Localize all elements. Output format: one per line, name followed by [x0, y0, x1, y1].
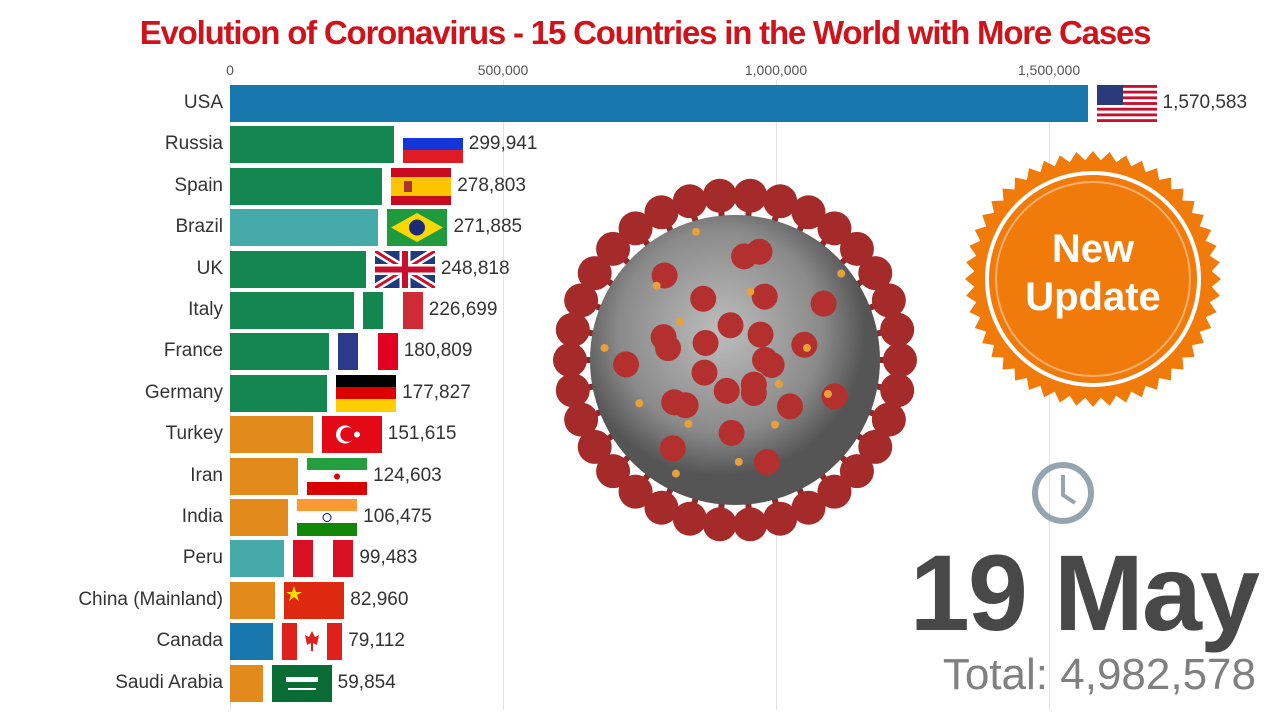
country-label: Canada [156, 630, 223, 652]
value-label: 59,854 [337, 671, 396, 693]
value-label: 151,615 [387, 423, 457, 445]
clock-icon [1032, 462, 1094, 524]
value-label: 299,941 [468, 133, 538, 155]
country-label: Russia [164, 133, 223, 155]
country-label: UK [196, 257, 223, 279]
bar-china-mainland- [230, 581, 276, 619]
flag-gb-icon [374, 250, 435, 288]
flag-pe-icon [293, 540, 354, 578]
value-label: 82,960 [350, 588, 409, 610]
date-label: 19 May [909, 532, 1260, 653]
value-label: 278,803 [457, 174, 526, 196]
badge-line1: New [1051, 227, 1135, 271]
bar-india [230, 499, 289, 536]
flag-br-icon [387, 209, 448, 247]
flag-es-icon [391, 167, 452, 205]
flag-ir-icon [307, 457, 368, 495]
country-label: Iran [190, 464, 223, 486]
chart-title: Evolution of Coronavirus - 15 Countries … [139, 14, 1152, 51]
x-tick-label: 500,000 [477, 62, 529, 78]
value-label: 177,827 [402, 381, 471, 403]
flag-in-icon [297, 499, 358, 536]
value-label: 79,112 [348, 630, 405, 652]
total-label: Total: 4,982,578 [942, 650, 1256, 699]
bar-italy [230, 292, 354, 329]
badge-text: New Update [964, 225, 1222, 321]
country-label: China (Mainland) [78, 588, 223, 610]
value-label: 226,699 [428, 299, 498, 320]
coronavirus-image [553, 178, 917, 542]
value-label: 106,475 [363, 506, 432, 527]
value-label: 1,570,583 [1162, 92, 1248, 113]
country-label: France [163, 340, 223, 362]
gridline [503, 80, 504, 710]
country-label: Germany [144, 381, 223, 403]
bar-russia [230, 126, 394, 164]
bar-spain [230, 167, 383, 205]
flag-us-icon [1096, 85, 1157, 122]
bar-uk [230, 250, 366, 288]
flag-it-icon [362, 292, 423, 329]
new-update-badge [965, 151, 1221, 407]
value-label: 248,818 [440, 257, 510, 279]
flag-cn-icon [284, 581, 345, 619]
value-label: 180,809 [403, 340, 473, 362]
country-label: USA [183, 92, 223, 113]
flag-ca-icon [282, 623, 343, 661]
bar-iran [230, 457, 299, 495]
value-label: 99,483 [359, 547, 418, 569]
country-label: Saudi Arabia [115, 671, 223, 693]
bar-usa [230, 85, 1088, 122]
bar-turkey [230, 416, 313, 454]
x-tick-label: 1,500,000 [1017, 62, 1081, 78]
bar-france [230, 333, 329, 371]
country-label: Brazil [175, 216, 223, 238]
flag-de-icon [336, 374, 397, 412]
country-label: Peru [182, 547, 223, 569]
x-tick-label: 1,000,000 [744, 62, 808, 78]
x-tick-label: 0 [226, 62, 234, 78]
country-label: Turkey [165, 423, 223, 445]
country-label: India [181, 506, 223, 527]
value-label: 124,603 [373, 464, 442, 486]
bar-canada [230, 623, 274, 661]
country-label: Italy [188, 299, 223, 320]
bar-brazil [230, 209, 379, 247]
country-label: Spain [174, 174, 223, 196]
bar-peru [230, 540, 285, 578]
flag-tr-icon [321, 416, 382, 454]
badge-line2: Update [1025, 275, 1161, 319]
flag-ru-icon [402, 126, 463, 164]
flag-fr-icon [337, 333, 398, 371]
gridline [1049, 80, 1050, 710]
value-label: 271,885 [453, 216, 523, 238]
bar-saudi-arabia [230, 664, 263, 702]
flag-sa-icon [271, 664, 332, 702]
bar-germany [230, 374, 328, 412]
